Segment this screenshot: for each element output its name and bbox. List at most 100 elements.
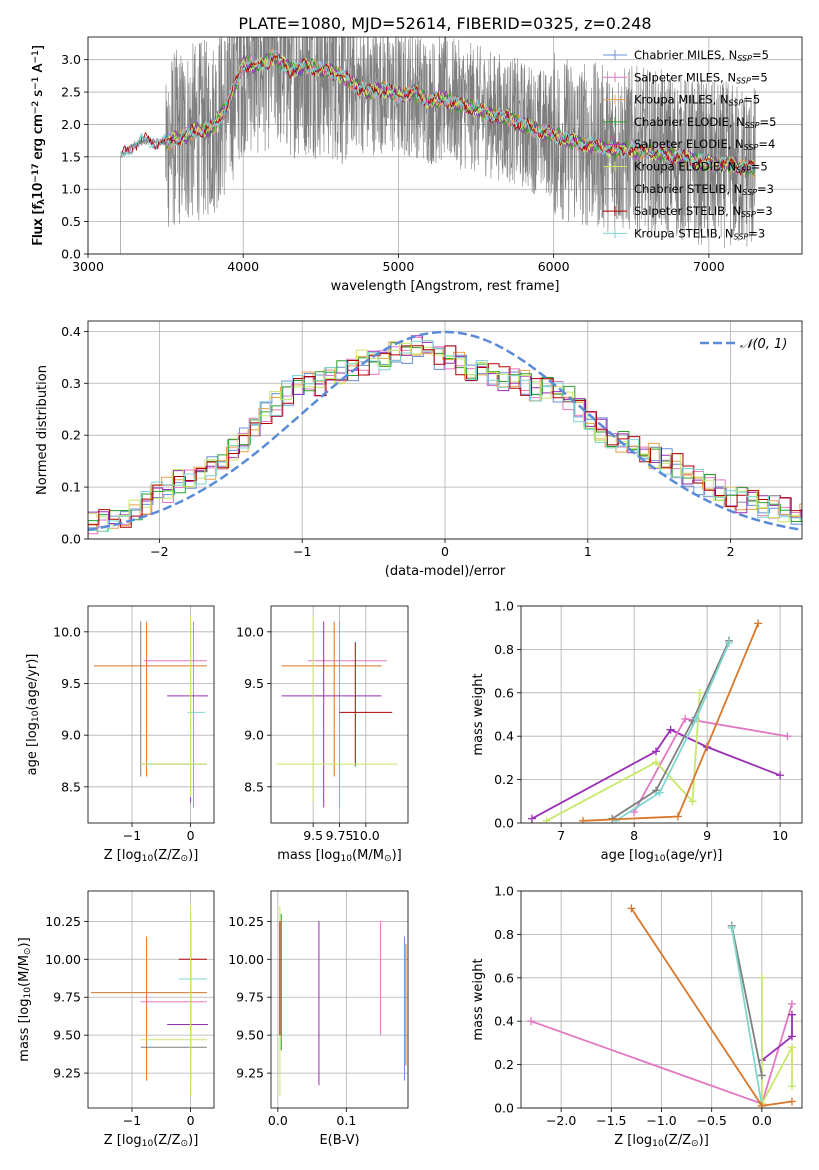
y-tick-label: 10.00 (45, 952, 81, 967)
y-tick-label: 9.5 (244, 676, 264, 691)
data-point (652, 758, 661, 767)
legend-label: Kroupa MILES, NSSP=5 (634, 93, 760, 108)
data-point (787, 1082, 796, 1091)
series-line-chabrier_stelib (730, 925, 763, 1076)
chart-mass_vs_Z: −1 0 9.25 9.50 9.75 10.00 10.25 Z [log10(Z/Z⊙)]… (17, 890, 215, 1149)
x-axis-label: Z [log10(Z/Z⊙)] (104, 1133, 199, 1149)
y-tick-label: 8.5 (61, 779, 81, 794)
series-line-chabrier_stelib (611, 640, 730, 820)
data-point (579, 816, 588, 823)
chart-mass_vs_ebv: 0.0 0.1 9.25 9.50 9.75 10.00 10.25 E(B-V) (228, 890, 409, 1148)
y-tick-label: 0.4 (494, 1014, 514, 1029)
y-axis-label: age [log10(age/yr)] (25, 654, 41, 776)
x-tick-label: 7000 (693, 259, 725, 274)
y-tick-label: 0.0 (61, 532, 81, 547)
y-tick-label: 0.2 (494, 1057, 514, 1072)
plot-area (276, 616, 398, 808)
plot-area (527, 619, 792, 823)
spectrum-legend: Chabrier MILES, NSSP=5 Salpeter MILES, NS… (603, 48, 776, 241)
y-tick-label: 0.8 (494, 927, 514, 942)
y-axis-label: Flux [fλ10−17 erg cm−2 s−1 A−1] (31, 45, 47, 246)
series-line-salpeter_miles (633, 717, 788, 813)
data-point (666, 725, 675, 734)
series-line-kroupa_elodie (761, 977, 793, 1105)
x-tick-label: −2 (150, 544, 168, 559)
y-tick-label: 9.25 (236, 1066, 264, 1081)
y-tick-label: 9.5 (61, 676, 81, 691)
y-tick-label: 0.6 (494, 970, 514, 985)
x-tick-label: 9.5 (303, 828, 323, 843)
x-tick-label: −1 (123, 1113, 141, 1128)
y-tick-label: 0.0 (61, 247, 81, 262)
gaussian-curve (88, 330, 802, 532)
model-line-salpeter_stelib (120, 53, 756, 176)
legend-label: Salpeter MILES, NSSP=5 (634, 70, 768, 85)
y-tick-label: 3.0 (61, 52, 81, 67)
data-point (727, 923, 736, 932)
histogram-salpeter_elodie (88, 335, 802, 525)
y-tick-label: 0.8 (494, 642, 514, 657)
data-point (673, 812, 682, 821)
x-tick-label: 0 (187, 828, 195, 843)
x-tick-label: 7 (557, 828, 565, 843)
x-axis-label: (data-model)/error (385, 564, 506, 579)
x-axis-label: E(B-V) (319, 1133, 359, 1148)
y-tick-label: 10.25 (228, 914, 264, 929)
data-point (725, 638, 734, 647)
y-axis-label: mass [log10(M/M⊙)] (17, 937, 33, 1061)
series-line-kroupa_stelib (615, 642, 730, 822)
y-tick-label: 9.75 (53, 990, 81, 1005)
data-point (627, 904, 636, 913)
x-tick-label: −1.0 (646, 1113, 676, 1128)
x-tick-label: 0.0 (268, 1113, 288, 1128)
x-tick-label: 2 (727, 544, 735, 559)
y-tick-label: 0.3 (61, 376, 81, 391)
x-axis-label: Z [log10(Z/Z⊙)] (614, 1133, 709, 1149)
y-tick-label: 0.4 (61, 324, 81, 339)
x-tick-label: 8 (630, 828, 638, 843)
x-tick-label: −0.5 (696, 1113, 726, 1128)
data-point (655, 788, 664, 797)
plot-area (90, 906, 209, 1096)
axes-frame (270, 890, 409, 1109)
x-tick-label: 9.75 (326, 828, 354, 843)
x-axis-label: wavelength [Angstrom, rest frame] (331, 279, 560, 294)
x-tick-label: −2.0 (546, 1113, 576, 1128)
plot-area (93, 616, 209, 808)
y-tick-label: 1.5 (61, 149, 81, 164)
figure-title: PLATE=1080, MJD=52614, FIBERID=0325, z=0… (238, 14, 651, 33)
axes-frame (87, 890, 215, 1109)
x-axis-label: mass [log10(M/M⊙)] (277, 848, 401, 864)
y-axis-label: mass weight (471, 673, 486, 755)
data-point (652, 747, 661, 756)
x-tick-label: 10.0 (352, 828, 380, 843)
chart-weight_vs_age: 7 8 9 10 0.0 0.2 0.4 0.6 0.8 1.0 age [log10(age/yr… (471, 599, 803, 864)
data-point (527, 814, 536, 823)
axes-frame (520, 605, 803, 824)
y-tick-label: 1.0 (494, 599, 514, 614)
x-tick-label: 0 (187, 1113, 195, 1128)
x-tick-label: 0 (441, 544, 449, 559)
histogram-kroupa_stelib (88, 340, 802, 532)
y-tick-label: 10.25 (45, 914, 81, 929)
legend-label: 𝒩(0, 1) (740, 337, 787, 352)
data-point (787, 999, 796, 1008)
y-tick-label: 2.0 (61, 117, 81, 132)
y-tick-label: 10.00 (228, 952, 264, 967)
data-point (695, 688, 704, 697)
x-tick-label: 3000 (72, 259, 104, 274)
axes-frame (87, 36, 803, 255)
histogram-salpeter_miles (88, 336, 802, 535)
y-axis-label: Normed distribution (35, 365, 50, 495)
data-point (754, 619, 763, 628)
plot-area (88, 330, 802, 539)
data-point (787, 1043, 796, 1052)
data-point (783, 732, 792, 741)
y-tick-label: 0.0 (494, 1101, 514, 1116)
x-tick-label: 6000 (538, 259, 570, 274)
histogram-chabrier_elodie (88, 342, 802, 539)
y-tick-label: 10.0 (236, 624, 264, 639)
data-point (757, 1071, 766, 1080)
x-tick-label: −1.5 (596, 1113, 626, 1128)
